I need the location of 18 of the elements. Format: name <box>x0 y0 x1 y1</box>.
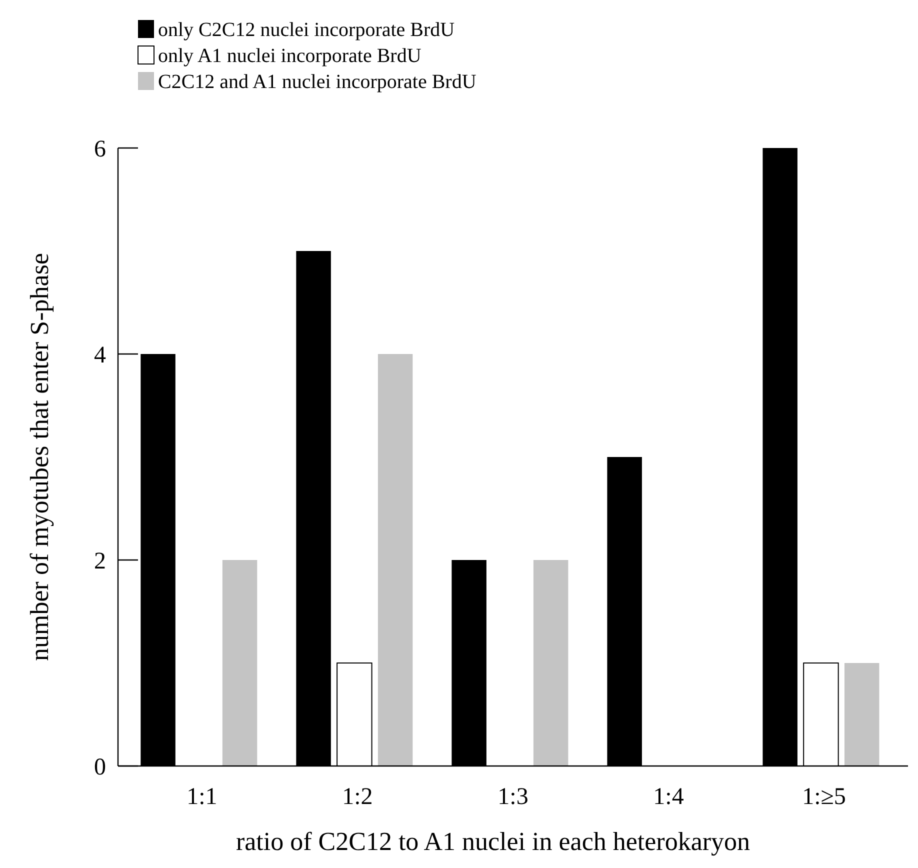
legend-label: only A1 nuclei incorporate BrdU <box>158 45 422 67</box>
x-tick-label: 1:3 <box>498 784 528 810</box>
bar <box>378 354 413 766</box>
x-axis-title: ratio of C2C12 to A1 nuclei in each heterokaryon <box>236 827 750 856</box>
bar <box>533 560 568 766</box>
y-tick-label: 0 <box>94 754 106 780</box>
x-tick-label: 1:1 <box>186 784 218 810</box>
x-tick-label: 1:≥5 <box>802 784 846 810</box>
y-axis-title: number of myotubes that enter S-phase <box>25 253 54 661</box>
bar <box>222 560 258 766</box>
x-tick-label: 1:2 <box>342 784 373 810</box>
x-tick-label: 1:4 <box>653 784 684 810</box>
y-tick-label: 6 <box>94 136 106 162</box>
y-tick-label: 4 <box>94 342 106 368</box>
legend-label: C2C12 and A1 nuclei incorporate BrdU <box>158 71 477 93</box>
legend-label: only C2C12 nuclei incorporate BrdU <box>158 19 456 41</box>
y-tick-label: 2 <box>94 548 106 574</box>
bar <box>844 663 880 766</box>
